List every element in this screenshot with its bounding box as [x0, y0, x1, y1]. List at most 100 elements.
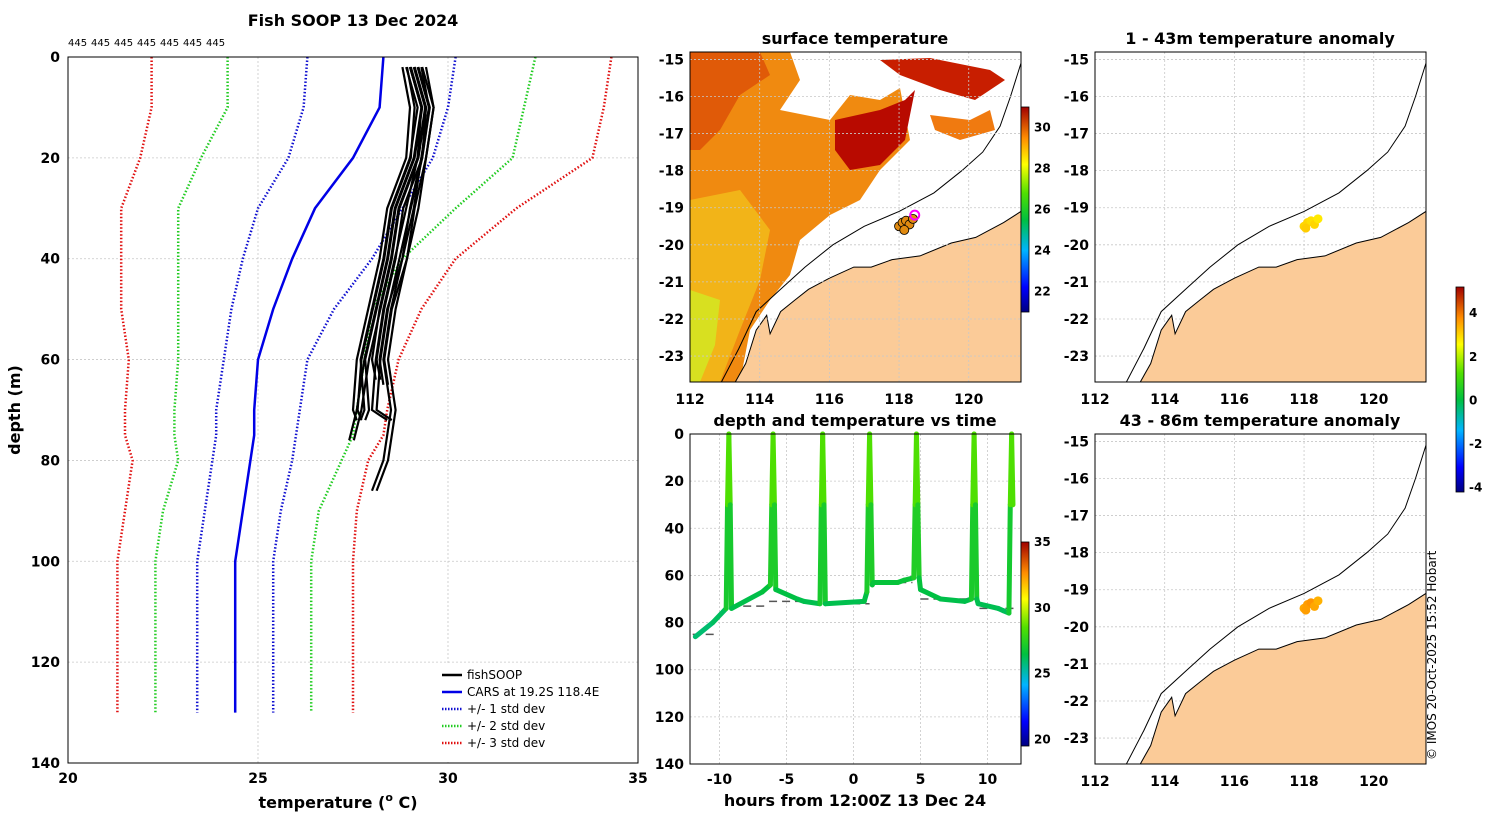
cast-id-label: 445 [183, 38, 202, 49]
map-lat-tick: -19 [659, 201, 684, 217]
map-lon-tick: 112 [675, 392, 704, 408]
sst-colorbar-ticks: 22 24 26 28 30 [1034, 121, 1051, 299]
time-ytick: 80 [665, 616, 685, 632]
anom1-land [1139, 210, 1426, 382]
map-lat-tick: -21 [1064, 657, 1089, 673]
legend-std3: +/- 3 std dev [467, 736, 545, 750]
time-track-segment [710, 605, 729, 626]
profile-ytick: 80 [41, 453, 61, 469]
map-lon-tick: 118 [1289, 774, 1318, 790]
map-lat-tick: -18 [659, 164, 684, 180]
anom2-cast-point [1313, 596, 1323, 606]
anom1-cast-point [1313, 214, 1323, 224]
anom1-cast-points [1299, 214, 1323, 233]
profile-ticks: 20 25 30 35 0 20 40 60 80 100 120 140 [31, 50, 648, 787]
map-lon-tick: 114 [1150, 774, 1179, 790]
sst-max-patch [835, 90, 915, 170]
map-lon-tick: 114 [1150, 392, 1179, 408]
fishsoop-cast-line [375, 66, 428, 380]
anom1-cast-point [1301, 223, 1311, 233]
sst-grid [690, 52, 1021, 382]
cast-id-label: 445 [206, 38, 225, 49]
map-lon-tick: 116 [815, 392, 844, 408]
legend-box [436, 664, 636, 762]
anom1-bathymetry-contour [1125, 62, 1426, 382]
legend-std2: +/- 2 std dev [467, 719, 545, 733]
profile-xtick: 25 [248, 771, 267, 787]
time-track-segment [723, 502, 731, 611]
anomaly-colorbar-tick: -4 [1469, 481, 1482, 495]
fishsoop-cast-line [359, 66, 419, 421]
time-xlabel: hours from 12:00Z 13 Dec 24 [724, 791, 986, 810]
time-track-segment [972, 502, 980, 602]
map-lat-tick: -16 [1064, 89, 1089, 105]
anom2-cast-points [1299, 596, 1323, 615]
time-track-segment [911, 502, 918, 581]
map-lon-tick: 112 [1080, 774, 1109, 790]
profile-ytick: 120 [31, 655, 60, 671]
time-track-segment [938, 596, 968, 604]
time-ytick: 140 [655, 757, 684, 773]
map-lon-tick: 120 [954, 392, 983, 408]
profile-xtick: 35 [628, 771, 647, 787]
time-track-segment [771, 502, 779, 593]
map-lat-tick: -17 [1064, 509, 1089, 525]
anom2-panel: 43 - 86m temperature anomaly 112 114 116 11… [1064, 286, 1482, 790]
time-track-segment [917, 587, 944, 602]
anomaly-colorbar-ticks: -4 -2 0 2 4 [1469, 306, 1482, 494]
map-lon-tick: 116 [1220, 392, 1249, 408]
time-track-segment [726, 431, 733, 508]
anom2-frame [1094, 433, 1427, 765]
legend-fishsoop: fishSOOP [467, 668, 522, 682]
profile-series-line [154, 57, 229, 713]
map-lat-tick: -20 [1064, 238, 1090, 254]
anomaly-colorbar-tick: 4 [1469, 306, 1477, 320]
sst-title: surface temperature [762, 29, 949, 48]
sst-east-patch [930, 110, 995, 140]
profile-ytick: 20 [41, 151, 61, 167]
cast-id-label: 445 [160, 38, 179, 49]
anom2-bathymetry-contour [1125, 444, 1426, 764]
sst-colorbar-tick: 28 [1034, 162, 1051, 176]
map-lon-tick: 118 [1289, 392, 1318, 408]
map-lat-tick: -15 [1064, 52, 1089, 68]
sst-coolest-patch [690, 290, 720, 382]
sst-north-patch [880, 58, 1005, 100]
time-colorbar [1020, 541, 1030, 747]
anom2-land [1139, 592, 1426, 764]
anom1-title: 1 - 43m temperature anomaly [1125, 29, 1395, 48]
map-lat-tick: -21 [1064, 275, 1089, 291]
time-track-segment [913, 431, 921, 508]
map-lat-tick: -22 [659, 312, 684, 328]
time-track-segment [1009, 431, 1016, 508]
time-xtick: 0 [849, 772, 859, 788]
profile-ytick: 40 [41, 252, 61, 268]
anom1-panel: 1 - 43m temperature anomaly 112 114 116 118… [1064, 29, 1427, 408]
map-lon-tick: 120 [1359, 774, 1388, 790]
time-xtick: -10 [707, 772, 733, 788]
map-lat-tick: -21 [659, 275, 684, 291]
time-ytick: 100 [655, 663, 684, 679]
map-lat-tick: -22 [1064, 312, 1089, 328]
anomaly-colorbar-tick: -2 [1469, 437, 1482, 451]
profile-ytick: 60 [41, 353, 61, 369]
map-lat-tick: -22 [1064, 694, 1089, 710]
sst-hot-patch [690, 52, 770, 150]
sst-colorbar [1020, 106, 1030, 313]
time-track-segment [971, 431, 978, 508]
time-track-segment [770, 431, 777, 508]
time-ytick: 120 [655, 710, 684, 726]
sst-cars-marker [909, 209, 921, 221]
time-ytick: 0 [674, 427, 684, 443]
sst-cast-points [894, 213, 918, 235]
time-track-segment [821, 502, 828, 607]
time-colorbar-tick: 20 [1034, 732, 1051, 746]
anomaly-colorbar-tick: 2 [1469, 350, 1477, 364]
time-track-segment [773, 587, 800, 602]
sst-colorbar-tick: 22 [1034, 285, 1051, 299]
map-lat-tick: -19 [1064, 583, 1089, 599]
map-lat-tick: -20 [1064, 620, 1090, 636]
time-track-segment [864, 502, 871, 595]
time-track-segment [767, 502, 775, 588]
